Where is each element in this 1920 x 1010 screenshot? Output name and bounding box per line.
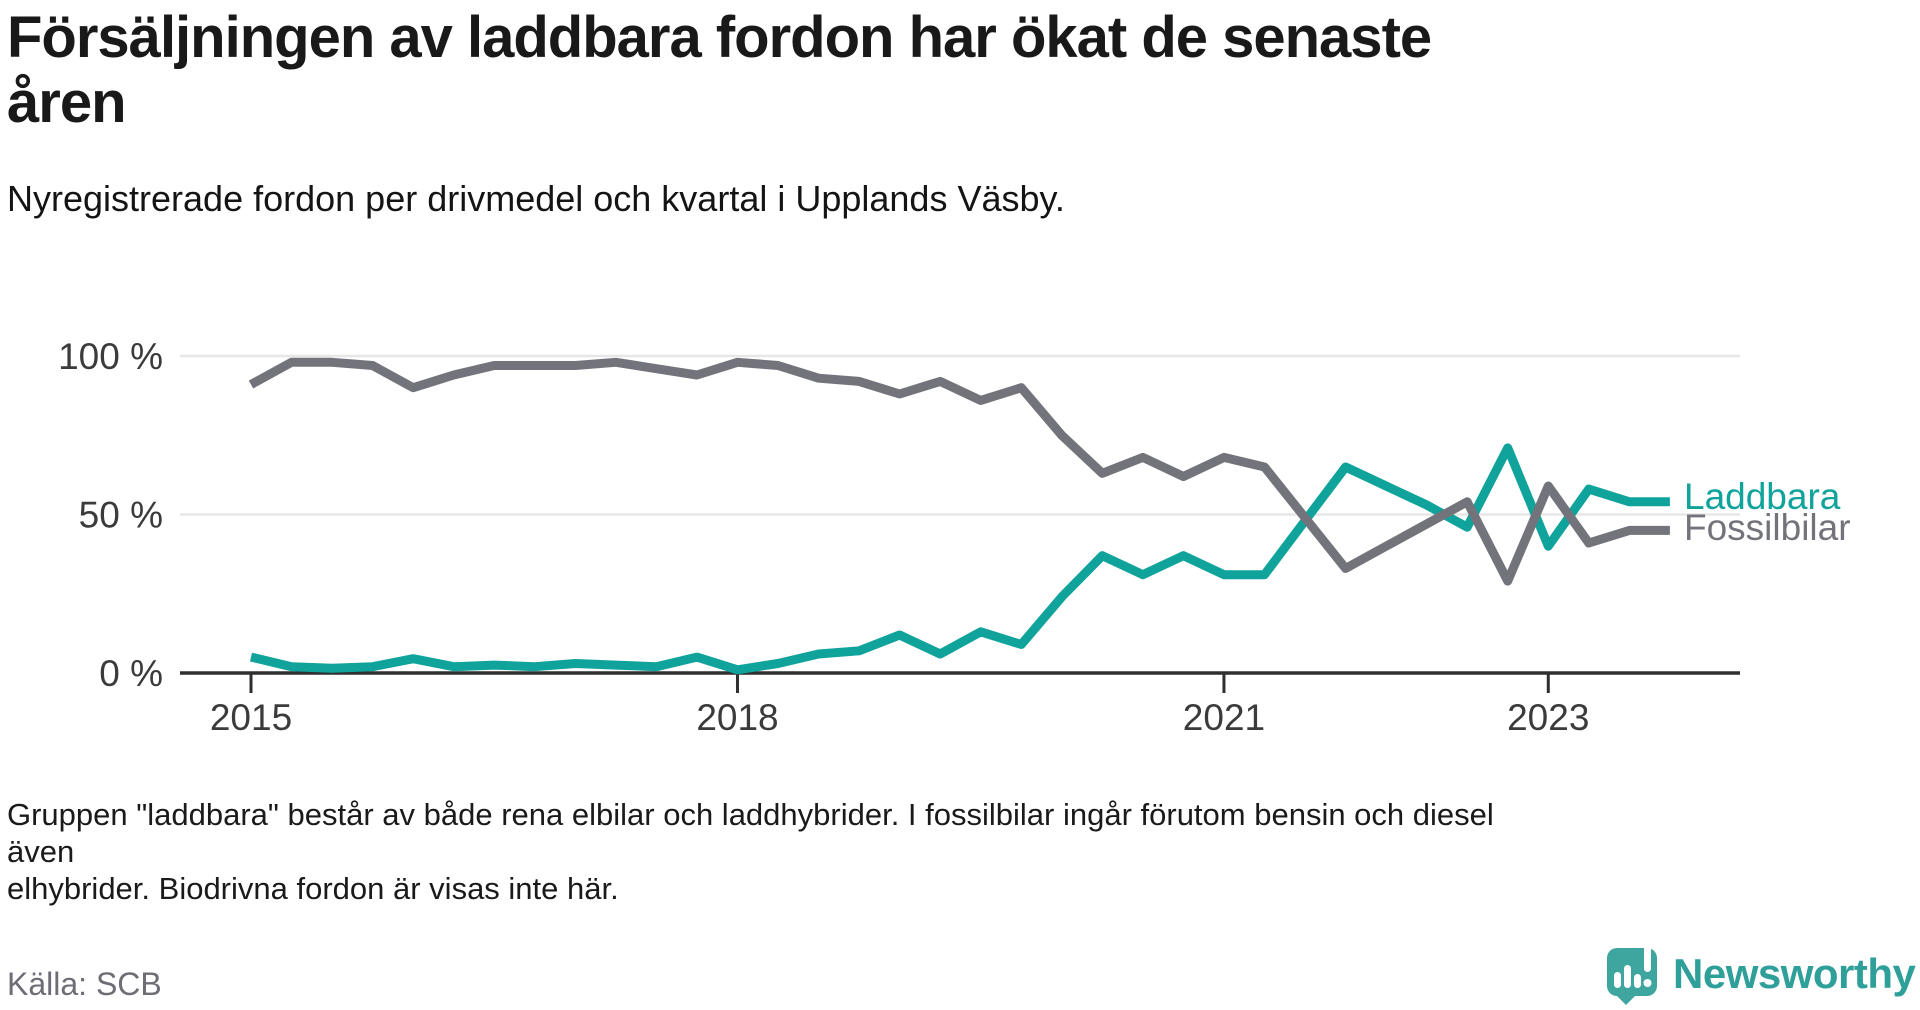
y-tick-label-0: 0 % [99, 653, 163, 694]
legend-laddbara-label: Laddbara [1684, 476, 1841, 517]
chart-footnote-line2: elhybrider. Biodrivna fordon är visas in… [7, 871, 619, 906]
x-tick-label-2021: 2021 [1183, 697, 1265, 738]
series-line-fossilbilar [248, 357, 1670, 586]
chart-footnote: Gruppen "laddbara" består av både rena e… [7, 796, 1567, 907]
x-tick-label-2023: 2023 [1507, 697, 1589, 738]
page-subtitle: Nyregistrerade fordon per drivmedel och … [7, 178, 1065, 219]
y-tick-label-100: 100 % [58, 336, 163, 377]
legend-fossilbilar-label: Fossilbilar [1684, 507, 1851, 548]
y-tick-label-50: 50 % [79, 495, 163, 536]
chart-plot-area: 0 % 50 % 100 % 2015 2018 2021 2023 [58, 336, 1740, 738]
chart-footnote-line1: Gruppen "laddbara" består av både rena e… [7, 797, 1494, 869]
newsworthy-speech-bubble-chart-icon [1607, 942, 1657, 1005]
series-line-laddbara [249, 443, 1670, 675]
newsworthy-wordmark: Newsworthy [1673, 949, 1916, 997]
x-tick-label-2015: 2015 [210, 697, 292, 738]
x-tick-label-2018: 2018 [696, 697, 778, 738]
source-label: Källa: SCB [7, 966, 162, 1002]
page-title: Försäljningen av laddbara fordon har öka… [7, 5, 1847, 136]
page-title-line2: åren [7, 69, 127, 135]
newsworthy-logo: Newsworthy [1605, 942, 1916, 1005]
page-title-line1: Försäljningen av laddbara fordon har öka… [7, 5, 1432, 70]
